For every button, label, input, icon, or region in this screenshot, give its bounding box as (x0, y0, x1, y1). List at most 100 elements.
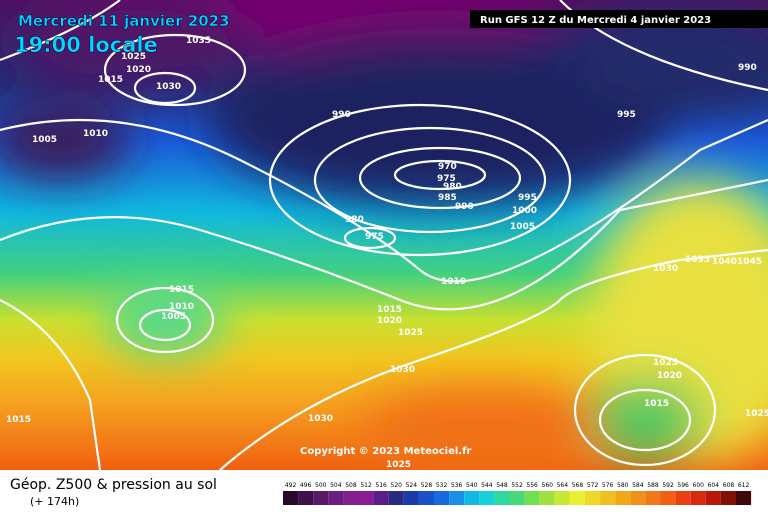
isobar-label: 1010 (83, 129, 108, 139)
legend-swatch (736, 491, 752, 505)
legend-swatch (720, 491, 736, 505)
isobar-label: 1015 (644, 399, 669, 409)
legend-label: 544 (481, 482, 493, 489)
isobar-label: 1000 (512, 206, 537, 216)
isobar-label: 1035 (186, 36, 211, 46)
copyright: Copyright © 2023 Meteociel.fr (300, 446, 471, 457)
legend-label: 576 (602, 482, 614, 489)
legend-swatch (509, 491, 525, 505)
isobar-label: 1040 (712, 257, 737, 267)
legend-label: 612 (738, 482, 750, 489)
legend-label: 548 (496, 482, 508, 489)
legend-label: 596 (677, 482, 689, 489)
legend-label: 600 (693, 482, 705, 489)
legend-label: 532 (436, 482, 448, 489)
legend-swatch (615, 491, 631, 505)
legend-swatch (434, 491, 450, 505)
isobar-label: 1025 (745, 409, 768, 419)
isobar-label: 985 (438, 193, 457, 203)
isobar-label: 1015 (98, 75, 123, 85)
legend-label: 504 (330, 482, 342, 489)
legend-label: 528 (421, 482, 433, 489)
legend-swatch (539, 491, 555, 505)
isobar-label: 995 (617, 110, 636, 120)
local-time: 19:00 locale (14, 33, 158, 57)
legend-swatch (358, 491, 374, 505)
legend-label: 572 (587, 482, 599, 489)
legend-label: 604 (708, 482, 720, 489)
legend-label: 556 (526, 482, 538, 489)
legend-swatch (313, 491, 329, 505)
isobar-label: 1005 (161, 312, 186, 322)
isobar-label: 1005 (510, 222, 535, 232)
legend-swatch (569, 491, 585, 505)
isobar-label: 1045 (737, 257, 762, 267)
legend-swatch (660, 491, 676, 505)
date: Mercredi 11 janvier 2023 (18, 12, 230, 30)
legend-swatch (343, 491, 359, 505)
isobar-label: 1030 (156, 82, 181, 92)
isobar-label: 1020 (126, 65, 151, 75)
isobar-label: 990 (455, 202, 474, 212)
isobar-label: 1035 (685, 255, 710, 265)
legend-swatch (418, 491, 434, 505)
isobar-label: 1005 (32, 135, 57, 145)
legend-label: 508 (345, 482, 357, 489)
legend-swatch (600, 491, 616, 505)
isobar-label: 1025 (386, 460, 411, 470)
legend-swatch (449, 491, 465, 505)
legend-swatch (585, 491, 601, 505)
map: Mercredi 11 janvier 2023 19:00 locale Ru… (0, 0, 768, 471)
legend-swatch (645, 491, 661, 505)
legend-label: 500 (315, 482, 327, 489)
isobar-label: 970 (438, 162, 457, 172)
isobar-label: 1030 (308, 414, 333, 424)
isobar-label: 1015 (377, 305, 402, 315)
isobar-label: 1015 (169, 285, 194, 295)
legend-label: 512 (360, 482, 372, 489)
legend-swatch (373, 491, 389, 505)
legend-swatch (328, 491, 344, 505)
legend-swatch (690, 491, 706, 505)
isobar-label: 990 (738, 63, 757, 73)
lead-time: (+ 174h) (30, 495, 79, 508)
legend-label: 516 (375, 482, 387, 489)
isobar-label: 975 (365, 232, 384, 242)
isobar-label: 1030 (390, 365, 415, 375)
isobar-label: 1025 (121, 52, 146, 62)
isobars (0, 0, 768, 470)
legend-label: 580 (617, 482, 629, 489)
legend-label: 496 (300, 482, 312, 489)
isobar-label: 1020 (377, 316, 402, 326)
legend-label: 552 (511, 482, 523, 489)
isobar-label: 1025 (398, 328, 423, 338)
legend-label: 564 (557, 482, 569, 489)
isobar-label: 975 (437, 174, 456, 184)
legend-label: 608 (723, 482, 735, 489)
legend-label: 568 (572, 482, 584, 489)
legend: 492 496 500 504 508 512 516 520 524 528 532 536 540 5… (283, 482, 752, 505)
legend-label: 540 (466, 482, 478, 489)
isobar-label: 1010 (169, 302, 194, 312)
legend-swatch (283, 491, 299, 505)
legend-swatch (494, 491, 510, 505)
footer-title: Géop. Z500 & pression au sol (10, 477, 217, 493)
legend-swatch (298, 491, 314, 505)
isobar-label: 980 (345, 215, 364, 225)
isobar-label: 1030 (653, 264, 678, 274)
legend-swatch (464, 491, 480, 505)
legend-swatch (388, 491, 404, 505)
isobar-label: 995 (518, 193, 537, 203)
legend-label: 520 (391, 482, 403, 489)
isobar-label: 980 (443, 182, 462, 192)
legend-label: 592 (662, 482, 674, 489)
legend-label: 560 (542, 482, 554, 489)
run-info: Run GFS 12 Z du Mercredi 4 janvier 2023 (480, 15, 711, 26)
legend-swatch (554, 491, 570, 505)
isobar-label: 1020 (657, 371, 682, 381)
legend-swatch (524, 491, 540, 505)
legend-swatch (675, 491, 691, 505)
legend-swatch (630, 491, 646, 505)
isobar-label: 1010 (441, 277, 466, 287)
